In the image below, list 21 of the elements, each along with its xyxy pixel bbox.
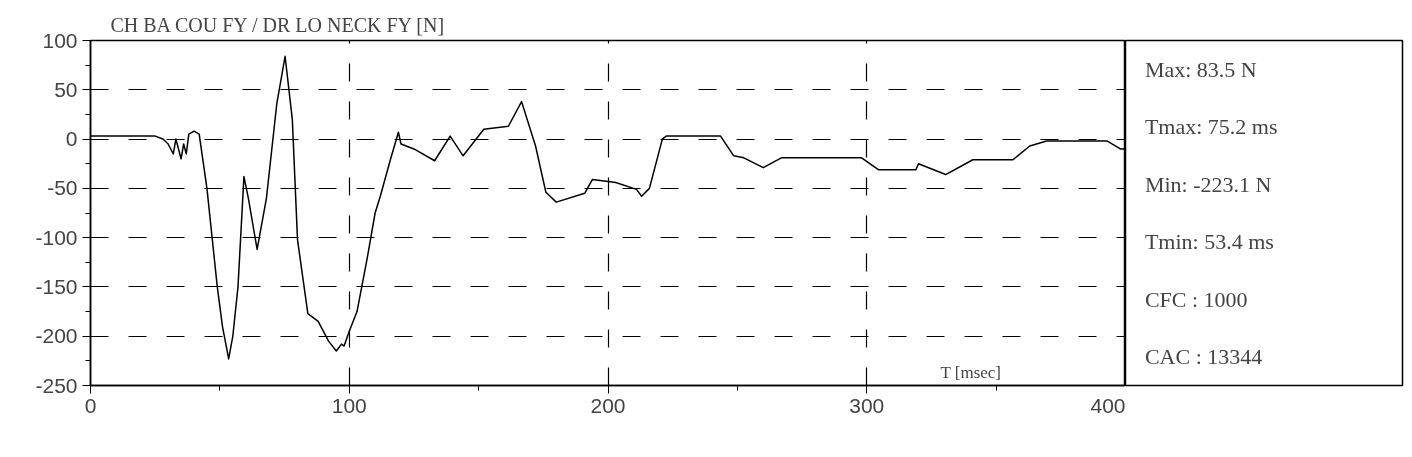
x-tick-label: 300 (849, 393, 885, 417)
x-axis-title: T [msec] (940, 362, 1002, 382)
x-tick-label: 0 (84, 393, 97, 417)
text: Max: 83.5 N (1144, 56, 1257, 82)
y-tick-label: 0 (65, 127, 78, 151)
text: Min: -223.1 N (1144, 171, 1272, 197)
y-tick-label: 50 (54, 77, 78, 101)
text: CAC : 13344 (1144, 344, 1263, 370)
x-tick-label: 100 (331, 393, 367, 417)
y-tick-label: -50 (47, 176, 78, 200)
y-tick-label: 100 (42, 28, 78, 52)
text: Tmax: 75.2 ms (1144, 114, 1278, 140)
y-tick-label: -100 (35, 225, 78, 249)
text: CFC : 1000 (1144, 286, 1248, 312)
x-tick-label: 200 (590, 393, 626, 417)
x-tick-label: 400 (1090, 393, 1126, 417)
y-tick-label: -200 (35, 324, 78, 348)
y-tick-label: -250 (35, 373, 78, 397)
chart-title: CH BA COU FY / DR LO NECK FY [N] (110, 13, 445, 36)
text: Tmin: 53.4 ms (1144, 229, 1274, 255)
y-tick-label: -150 (35, 274, 78, 298)
